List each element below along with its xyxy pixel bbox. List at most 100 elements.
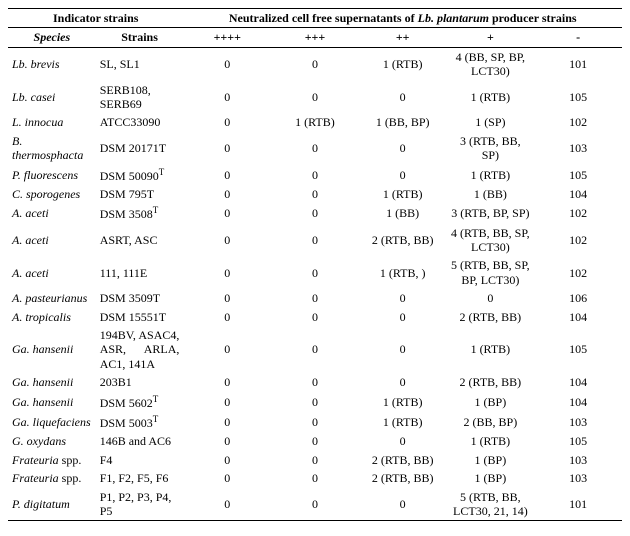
cell-value: 0 (359, 308, 447, 326)
cell-value: 2 (RTB, BB) (359, 224, 447, 257)
cell-value: 103 (534, 469, 622, 487)
cell-value: 0 (271, 256, 359, 289)
cell-value: 0 (359, 373, 447, 391)
table-row: C. sporogenesDSM 795T001 (RTB)1 (BB)104 (8, 185, 622, 203)
table-row: Frateuria spp.F1, F2, F5, F6002 (RTB, BB… (8, 469, 622, 487)
header-pp: ++ (359, 28, 447, 47)
header-ppp: +++ (271, 28, 359, 47)
cell-value: 1 (RTB) (447, 432, 535, 450)
cell-value: 105 (534, 81, 622, 114)
hdr-neut-it: Lb. plantarum (418, 11, 489, 25)
cell-value: 101 (534, 488, 622, 521)
table-row: A. pasteurianusDSM 3509T0000106 (8, 289, 622, 307)
cell-strains: F4 (96, 451, 184, 469)
cell-strains: SL, SL1 (96, 47, 184, 80)
table-row: B. thermosphactaDSM 20171T0003 (RTB, BB,… (8, 132, 622, 165)
cell-value: 4 (BB, SP, BP, LCT30) (447, 47, 535, 80)
cell-value: 3 (RTB, BB, SP) (447, 132, 535, 165)
cell-value: 0 (183, 432, 271, 450)
cell-strains: 111, 111E (96, 256, 184, 289)
cell-value: 0 (271, 185, 359, 203)
cell-strains: 203B1 (96, 373, 184, 391)
cell-value: 102 (534, 203, 622, 223)
table-row: Ga. hansenii203B10002 (RTB, BB)104 (8, 373, 622, 391)
cell-value: 105 (534, 432, 622, 450)
cell-species: C. sporogenes (8, 185, 96, 203)
cell-value: 0 (183, 203, 271, 223)
cell-species: A. aceti (8, 203, 96, 223)
cell-value: 1 (RTB) (447, 81, 535, 114)
table-row: Ga. hanseniiDSM 5602T001 (RTB)1 (BP)104 (8, 392, 622, 412)
cell-value: 102 (534, 224, 622, 257)
cell-strains: DSM 3508T (96, 203, 184, 223)
cell-value: 106 (534, 289, 622, 307)
cell-species: Ga. liquefaciens (8, 412, 96, 432)
cell-value: 103 (534, 412, 622, 432)
hdr-neut-pre: Neutralized cell free supernatants of (229, 11, 418, 25)
cell-value: 0 (271, 412, 359, 432)
cell-value: 3 (RTB, BP, SP) (447, 203, 535, 223)
cell-value: 2 (RTB, BB) (359, 451, 447, 469)
cell-value: 1 (BP) (447, 451, 535, 469)
cell-value: 0 (183, 451, 271, 469)
cell-species: A. aceti (8, 256, 96, 289)
cell-value: 0 (271, 469, 359, 487)
cell-value: 0 (183, 132, 271, 165)
cell-value: 0 (183, 289, 271, 307)
cell-value: 104 (534, 308, 622, 326)
cell-value: 0 (359, 165, 447, 185)
cell-value: 0 (271, 488, 359, 521)
cell-value: 0 (183, 469, 271, 487)
cell-value: 0 (183, 47, 271, 80)
cell-value: 105 (534, 326, 622, 373)
cell-strains: SERB108, SERB69 (96, 81, 184, 114)
header-species: Species (8, 28, 96, 47)
cell-species: Lb. brevis (8, 47, 96, 80)
cell-value: 1 (RTB) (447, 326, 535, 373)
cell-value: 0 (271, 224, 359, 257)
cell-value: 0 (183, 308, 271, 326)
cell-value: 1 (RTB) (447, 165, 535, 185)
header-neutralized: Neutralized cell free supernatants of Lb… (183, 9, 622, 28)
header-pppp: ++++ (183, 28, 271, 47)
cell-species: P. fluorescens (8, 165, 96, 185)
cell-value: 1 (BB) (359, 203, 447, 223)
cell-value: 0 (271, 132, 359, 165)
header-strains: Strains (96, 28, 184, 47)
cell-value: 1 (BP) (447, 392, 535, 412)
cell-value: 0 (271, 203, 359, 223)
cell-value: 1 (RTB, ) (359, 256, 447, 289)
cell-value: 104 (534, 392, 622, 412)
cell-value: 4 (RTB, BB, SP, LCT30) (447, 224, 535, 257)
cell-value: 0 (183, 185, 271, 203)
cell-value: 0 (359, 488, 447, 521)
cell-value: 102 (534, 113, 622, 131)
cell-strains: DSM 5003T (96, 412, 184, 432)
cell-value: 1 (BP) (447, 469, 535, 487)
cell-value: 0 (271, 432, 359, 450)
cell-value: 0 (183, 113, 271, 131)
results-table: Indicator strains Neutralized cell free … (8, 8, 622, 521)
cell-value: 0 (183, 224, 271, 257)
cell-value: 1 (SP) (447, 113, 535, 131)
cell-strains: DSM 3509T (96, 289, 184, 307)
cell-species: A. pasteurianus (8, 289, 96, 307)
table-row: G. oxydans146B and AC60001 (RTB)105 (8, 432, 622, 450)
table-row: A. acetiASRT, ASC002 (RTB, BB)4 (RTB, BB… (8, 224, 622, 257)
header-indicator: Indicator strains (8, 9, 183, 28)
cell-value: 0 (271, 326, 359, 373)
hdr-neut-end: producer strains (489, 11, 577, 25)
cell-value: 0 (271, 81, 359, 114)
cell-value: 103 (534, 451, 622, 469)
cell-value: 0 (183, 392, 271, 412)
cell-value: 104 (534, 373, 622, 391)
cell-value: 0 (271, 47, 359, 80)
cell-species: B. thermosphacta (8, 132, 96, 165)
cell-species: Frateuria spp. (8, 451, 96, 469)
cell-strains: DSM 15551T (96, 308, 184, 326)
cell-strains: 146B and AC6 (96, 432, 184, 450)
cell-value: 104 (534, 185, 622, 203)
cell-value: 103 (534, 132, 622, 165)
cell-value: 0 (359, 326, 447, 373)
cell-strains: DSM 20171T (96, 132, 184, 165)
